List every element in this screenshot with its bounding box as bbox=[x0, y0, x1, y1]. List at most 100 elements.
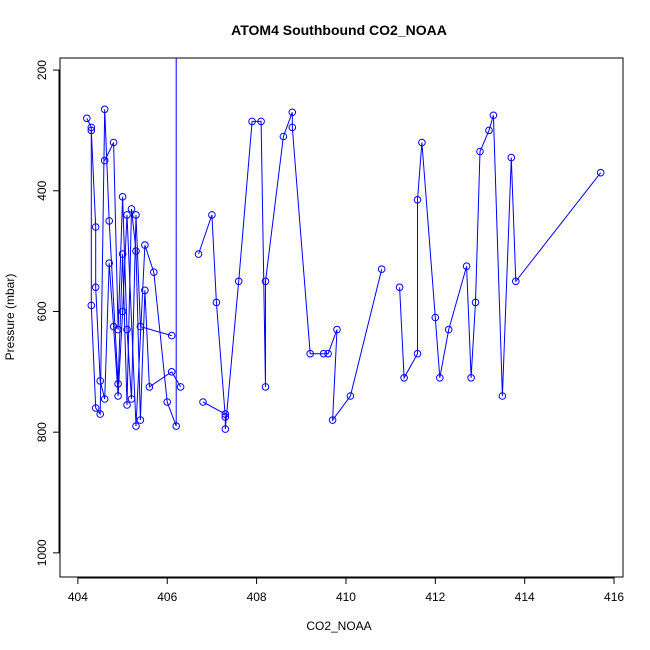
series-lines bbox=[86, 58, 602, 430]
data-point bbox=[476, 147, 484, 156]
data-point bbox=[261, 277, 270, 286]
data-point bbox=[118, 193, 127, 201]
data-point bbox=[257, 117, 265, 126]
data-point bbox=[167, 368, 176, 376]
x-tick-label: 408 bbox=[247, 590, 267, 604]
data-point bbox=[163, 398, 171, 406]
data-point bbox=[132, 211, 140, 219]
data-point bbox=[288, 108, 297, 117]
data-point bbox=[431, 313, 440, 322]
data-point bbox=[114, 325, 122, 334]
data-point bbox=[199, 398, 207, 406]
data-point bbox=[462, 262, 471, 271]
data-point bbox=[208, 211, 216, 219]
data-point bbox=[221, 413, 230, 421]
data-point bbox=[91, 404, 100, 412]
data-point bbox=[172, 422, 180, 430]
data-point bbox=[471, 298, 480, 307]
data-point bbox=[324, 349, 332, 358]
data-point bbox=[100, 105, 109, 114]
data-point bbox=[96, 377, 104, 385]
x-tick-label: 416 bbox=[604, 590, 624, 604]
data-point bbox=[114, 380, 122, 388]
data-point bbox=[118, 307, 127, 316]
plot-frame bbox=[59, 57, 624, 578]
series-line-1 bbox=[90, 58, 177, 427]
data-point bbox=[118, 250, 127, 258]
data-point bbox=[413, 349, 422, 358]
y-tick-label: 1000 bbox=[35, 539, 49, 566]
x-tick-label: 404 bbox=[68, 590, 88, 604]
data-point bbox=[123, 401, 131, 409]
data-point bbox=[145, 383, 154, 391]
data-point bbox=[444, 325, 453, 334]
data-point bbox=[194, 250, 203, 258]
data-point bbox=[141, 241, 149, 249]
data-point bbox=[261, 383, 270, 391]
data-point bbox=[319, 349, 328, 358]
x-axis: 404 406 408 410 412 414 416 bbox=[68, 577, 624, 604]
x-tick-label: 412 bbox=[425, 590, 445, 604]
data-point bbox=[100, 395, 109, 403]
data-point bbox=[87, 126, 96, 135]
data-point bbox=[279, 132, 288, 141]
data-point bbox=[212, 298, 221, 307]
y-tick-label: 200 bbox=[35, 60, 49, 80]
data-point bbox=[395, 283, 404, 292]
series-line-4 bbox=[198, 112, 383, 430]
y-tick-label: 400 bbox=[35, 180, 49, 200]
data-point bbox=[141, 286, 149, 295]
data-point bbox=[221, 425, 230, 433]
data-point bbox=[333, 325, 341, 334]
data-point bbox=[83, 114, 91, 123]
data-point bbox=[498, 392, 507, 400]
data-point bbox=[248, 117, 256, 126]
data-point bbox=[596, 168, 605, 177]
data-point bbox=[328, 416, 337, 424]
data-point bbox=[87, 123, 96, 132]
data-point bbox=[105, 217, 113, 225]
data-point bbox=[221, 410, 230, 418]
data-point bbox=[288, 123, 297, 132]
series-line-3 bbox=[104, 142, 172, 400]
data-point bbox=[127, 205, 136, 213]
data-point bbox=[132, 422, 140, 430]
series-line-5 bbox=[202, 401, 226, 415]
data-point bbox=[512, 277, 520, 286]
data-point bbox=[234, 277, 243, 286]
data-point bbox=[418, 138, 426, 147]
x-axis-title: CO2_NOAA bbox=[306, 619, 371, 633]
y-axis: 200 400 600 800 1000 bbox=[35, 60, 60, 566]
data-point bbox=[176, 383, 185, 391]
data-point bbox=[436, 374, 444, 382]
data-point bbox=[109, 138, 118, 147]
x-tick-label: 410 bbox=[336, 590, 356, 604]
data-point bbox=[87, 301, 96, 310]
data-point bbox=[413, 196, 422, 204]
data-point bbox=[489, 111, 498, 120]
series-line-2 bbox=[86, 109, 182, 421]
y-axis-title: Pressure (mbar) bbox=[3, 274, 17, 361]
data-point bbox=[91, 283, 100, 292]
data-point bbox=[400, 374, 408, 382]
data-point bbox=[123, 211, 131, 219]
data-point bbox=[150, 268, 158, 277]
x-tick-label: 414 bbox=[515, 590, 535, 604]
data-point bbox=[123, 325, 131, 334]
x-tick-label: 406 bbox=[157, 590, 177, 604]
data-point bbox=[132, 247, 140, 255]
y-tick-label: 600 bbox=[35, 301, 49, 321]
data-point bbox=[114, 392, 122, 400]
data-point bbox=[507, 153, 516, 162]
series-points bbox=[83, 105, 605, 433]
data-point bbox=[127, 395, 136, 403]
data-point bbox=[467, 374, 475, 382]
data-point bbox=[377, 265, 386, 274]
data-point bbox=[100, 156, 109, 165]
chart-title: ATOM4 Southbound CO2_NOAA bbox=[231, 22, 447, 38]
data-point bbox=[136, 416, 145, 424]
data-point bbox=[136, 322, 145, 331]
data-point bbox=[306, 349, 315, 358]
data-point bbox=[96, 410, 104, 418]
